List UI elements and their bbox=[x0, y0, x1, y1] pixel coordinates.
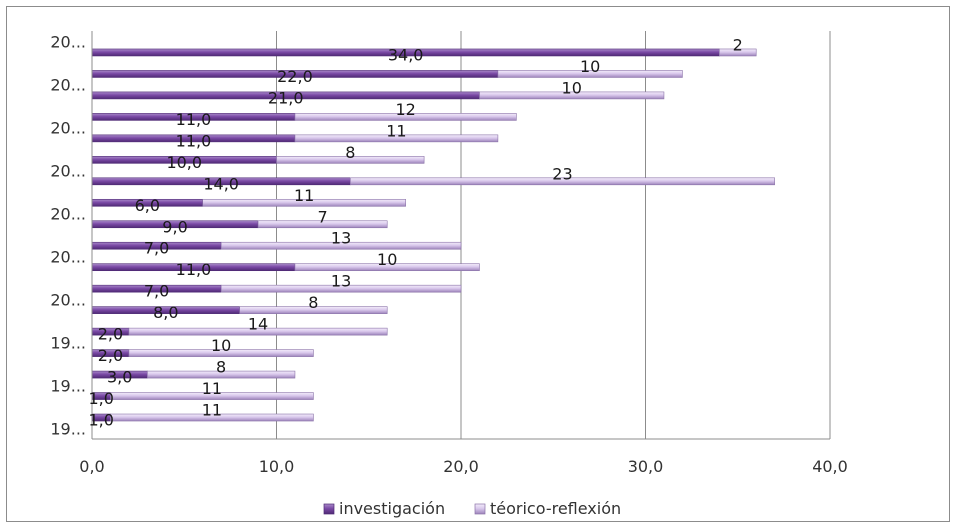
category-label: 20... bbox=[50, 162, 86, 181]
x-tick-label: 10,0 bbox=[259, 457, 295, 476]
data-label-investigacion: 1,0 bbox=[88, 411, 113, 430]
data-label-investigacion: 7,0 bbox=[144, 239, 169, 258]
data-label-teorico-reflexion: 10 bbox=[211, 336, 231, 355]
data-label-teorico-reflexion: 10 bbox=[377, 250, 397, 269]
data-label-teorico-reflexion: 10 bbox=[562, 78, 582, 97]
chart-frame: 19... 19... 19... 20... 20... 20... 20... 20...… bbox=[6, 6, 950, 522]
legend-label-teorico: téorico-reflexión bbox=[490, 499, 621, 518]
data-label-investigacion: 8,0 bbox=[153, 303, 178, 322]
data-label-teorico-reflexion: 10 bbox=[580, 57, 600, 76]
bar-teorico-reflexion bbox=[128, 327, 388, 336]
data-label-investigacion: 3,0 bbox=[107, 368, 132, 387]
data-label-teorico-reflexion: 7 bbox=[318, 207, 328, 226]
data-label-teorico-reflexion: 11 bbox=[386, 121, 406, 140]
bar-teorico-reflexion bbox=[718, 48, 757, 57]
bar-teorico-reflexion bbox=[294, 113, 517, 121]
data-label-investigacion: 1,0 bbox=[88, 389, 113, 408]
data-label-investigacion: 11,0 bbox=[176, 131, 212, 150]
bar-teorico-reflexion bbox=[220, 241, 462, 250]
bar-teorico-reflexion bbox=[110, 413, 314, 422]
bar-teorico-reflexion bbox=[110, 392, 314, 400]
x-tick-label: 0,0 bbox=[79, 457, 104, 476]
bar-teorico-reflexion bbox=[479, 91, 665, 100]
data-label-investigacion: 9,0 bbox=[162, 217, 187, 236]
data-label-investigacion: 6,0 bbox=[135, 196, 160, 215]
data-label-investigacion: 11,0 bbox=[176, 110, 212, 129]
data-label-teorico-reflexion: 14 bbox=[248, 315, 268, 334]
bar-teorico-reflexion bbox=[294, 134, 499, 143]
category-label: 19... bbox=[50, 376, 86, 395]
data-label-investigacion: 22,0 bbox=[277, 67, 313, 86]
data-label-teorico-reflexion: 2 bbox=[733, 35, 743, 54]
data-label-teorico-reflexion: 13 bbox=[331, 272, 351, 291]
axis bbox=[91, 31, 830, 440]
category-label: 19... bbox=[50, 419, 86, 438]
category-label: 20... bbox=[50, 247, 86, 266]
data-label-teorico-reflexion: 23 bbox=[552, 164, 572, 183]
data-label-investigacion: 11,0 bbox=[176, 260, 212, 279]
bar-teorico-reflexion bbox=[497, 70, 683, 78]
data-label-teorico-reflexion: 12 bbox=[395, 100, 415, 119]
data-label-teorico-reflexion: 11 bbox=[202, 379, 222, 398]
bar-teorico-reflexion bbox=[220, 284, 462, 293]
data-label-investigacion: 10,0 bbox=[166, 153, 202, 172]
data-label-teorico-reflexion: 8 bbox=[308, 293, 318, 312]
bar-teorico-reflexion bbox=[349, 177, 775, 186]
x-tick-label: 20,0 bbox=[443, 457, 479, 476]
bar-teorico-reflexion bbox=[147, 370, 296, 379]
bar-chart: 19... 19... 19... 20... 20... 20... 20... 20...… bbox=[50, 31, 848, 518]
data-label-teorico-reflexion: 11 bbox=[294, 186, 314, 205]
bar-teorico-reflexion bbox=[239, 306, 388, 314]
category-label: 20... bbox=[50, 290, 86, 309]
data-label-teorico-reflexion: 8 bbox=[216, 358, 226, 377]
data-label-investigacion: 7,0 bbox=[144, 282, 169, 301]
data-label-investigacion: 2,0 bbox=[98, 325, 123, 344]
category-label: 20... bbox=[50, 76, 86, 95]
legend-label-investigacion: investigación bbox=[339, 499, 445, 518]
data-label-investigacion: 14,0 bbox=[203, 174, 239, 193]
bar-teorico-reflexion bbox=[294, 263, 480, 272]
category-label: 20... bbox=[50, 119, 86, 138]
legend: investigación téorico-reflexión bbox=[323, 499, 621, 518]
legend-swatch-investigacion bbox=[323, 503, 335, 515]
bar-teorico-reflexion bbox=[257, 220, 388, 229]
x-tick-label: 40,0 bbox=[812, 457, 848, 476]
x-tick-labels: 0,0 10,0 20,0 30,0 40,0 bbox=[79, 457, 848, 476]
data-label-teorico-reflexion: 13 bbox=[331, 229, 351, 248]
legend-swatch-teorico bbox=[474, 503, 486, 515]
bar-teorico-reflexion bbox=[276, 156, 425, 164]
data-label-teorico-reflexion: 11 bbox=[202, 401, 222, 420]
data-label-investigacion: 2,0 bbox=[98, 346, 123, 365]
data-label-investigacion: 34,0 bbox=[388, 45, 424, 64]
x-tick-label: 30,0 bbox=[628, 457, 664, 476]
data-labels: 1,0 11 1,0 11 3,0 8 2,0 10 2,0 14 8,0 8 7,0 13 11,0 10 7… bbox=[88, 35, 742, 429]
category-label: 19... bbox=[50, 333, 86, 352]
category-label: 20... bbox=[50, 33, 86, 52]
category-labels: 19... 19... 19... 20... 20... 20... 20... 20...… bbox=[50, 33, 86, 439]
bar-teorico-reflexion bbox=[128, 349, 314, 357]
bars bbox=[91, 48, 775, 422]
data-label-teorico-reflexion: 8 bbox=[345, 143, 355, 162]
data-label-investigacion: 21,0 bbox=[268, 88, 304, 107]
bar-teorico-reflexion bbox=[202, 198, 406, 207]
category-label: 20... bbox=[50, 205, 86, 224]
